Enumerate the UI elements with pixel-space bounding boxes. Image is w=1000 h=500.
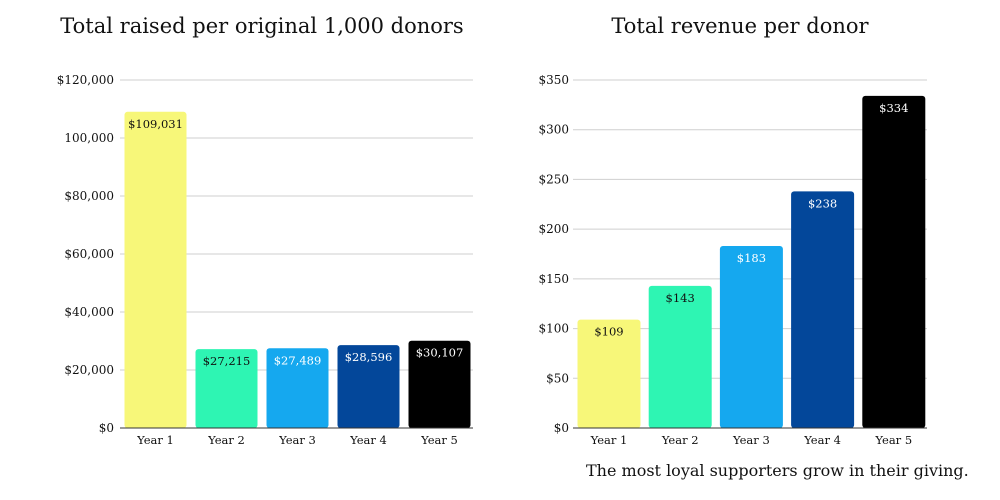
y-tick-label: $200 (538, 222, 569, 236)
chart-2: Total revenue per donor $0 $50 $100 $150 $200… (538, 14, 927, 447)
data-label: $238 (808, 196, 837, 210)
x-tick-label: Year 3 (278, 433, 316, 447)
x-tick-label: Year 4 (803, 433, 841, 447)
data-label: $183 (737, 251, 766, 265)
bar-year-5 (408, 340, 471, 428)
x-tick-label: Year 3 (732, 433, 770, 447)
y-tick-label: $20,000 (64, 363, 114, 377)
x-tick-label: Year 5 (420, 433, 458, 447)
bar-year-4 (791, 191, 855, 428)
y-tick-label: $300 (538, 123, 569, 137)
y-tick-label: $150 (538, 272, 569, 286)
y-tick-label: 100,000 (64, 131, 114, 145)
data-label: $143 (666, 291, 695, 305)
x-tick-label: Year 1 (590, 433, 628, 447)
chart-title: Total raised per original 1,000 donors (60, 14, 463, 38)
data-label: $28,596 (345, 350, 393, 364)
y-tick-label: $40,000 (64, 305, 114, 319)
bar-year-2 (648, 285, 712, 428)
caption-text: The most loyal supporters grow in their … (586, 461, 969, 480)
data-label: $27,489 (274, 353, 322, 367)
y-tick-label: $250 (538, 172, 569, 186)
y-tick-label: $100 (538, 322, 569, 336)
x-tick-label: Year 5 (874, 433, 912, 447)
data-label: $109 (594, 325, 623, 339)
bar-year-5 (862, 95, 926, 428)
y-tick-label: $60,000 (64, 247, 114, 261)
y-tick-label: $50 (546, 371, 569, 385)
x-tick-label: Year 2 (661, 433, 699, 447)
bar-year-4 (337, 345, 400, 428)
data-label: $109,031 (128, 117, 183, 131)
y-tick-label: $0 (99, 421, 114, 435)
x-tick-label: Year 2 (207, 433, 245, 447)
data-label: $27,215 (203, 354, 251, 368)
bar-year-3 (266, 348, 329, 428)
bar-year-2 (195, 349, 258, 428)
y-tick-label: $0 (554, 421, 569, 435)
bar-year-1 (124, 111, 187, 429)
x-tick-label: Year 4 (349, 433, 387, 447)
chart-title: Total revenue per donor (611, 14, 869, 38)
chart-1: Total raised per original 1,000 donors $0… (57, 14, 473, 447)
data-label: $30,107 (416, 346, 464, 360)
bar-year-3 (719, 246, 783, 428)
y-tick-label: $120,000 (57, 73, 114, 87)
data-label: $334 (879, 101, 908, 115)
bar-year-1 (577, 319, 641, 428)
y-tick-label: $80,000 (64, 189, 114, 203)
y-tick-label: $350 (538, 73, 569, 87)
x-tick-label: Year 1 (136, 433, 174, 447)
